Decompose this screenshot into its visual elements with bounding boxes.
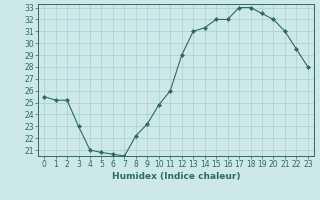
X-axis label: Humidex (Indice chaleur): Humidex (Indice chaleur) [112,172,240,181]
